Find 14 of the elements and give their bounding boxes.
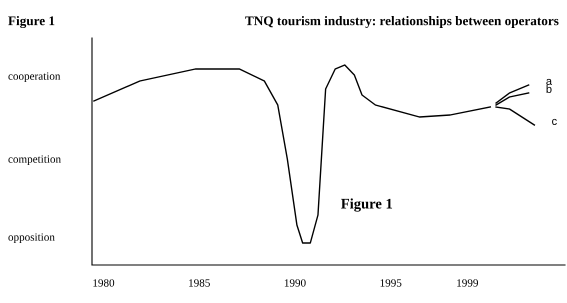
series-label: b [546, 84, 552, 93]
x-tick-label: 1995 [380, 279, 402, 287]
caption: Figure 1 [8, 16, 54, 28]
x-tick-label: 1985 [189, 279, 210, 287]
text: opposition [8, 233, 55, 244]
annotation: Figure 1 [341, 198, 392, 212]
chart-title: TNQ tourism industry: relationships between operators [245, 16, 559, 28]
text: cooperation [8, 72, 60, 82]
text: competition [8, 155, 61, 166]
series-label: c [552, 118, 557, 125]
x-tick-label: 1999 [457, 279, 478, 287]
series-label: a [546, 78, 552, 85]
x-tick-label: 1990 [284, 279, 306, 287]
x-tick-label: 1980 [93, 279, 114, 287]
